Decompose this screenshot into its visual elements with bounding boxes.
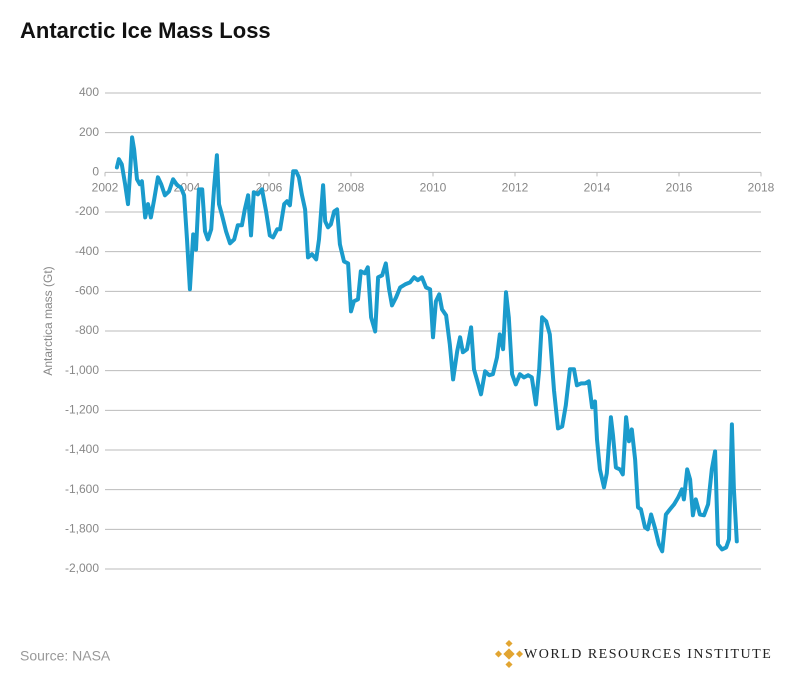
y-tick-label: -1,400 [65, 442, 99, 456]
x-tick-label: 2012 [502, 181, 529, 195]
source: Source: NASA [20, 648, 111, 664]
y-tick-label: -2,000 [65, 561, 99, 575]
x-tick-label: 2002 [92, 181, 119, 195]
chart-title: Antarctic Ice Mass Loss [20, 18, 271, 43]
y-tick-label: 200 [79, 125, 99, 139]
y-tick-label: -800 [75, 323, 99, 337]
publisher: WORLD RESOURCES INSTITUTE [524, 647, 772, 662]
data-line [114, 135, 739, 554]
y-tick-label: -200 [75, 204, 99, 218]
y-tick-label: -400 [75, 244, 99, 258]
y-axis-label: Antarctica mass (Gt) [41, 266, 55, 375]
x-tick-label: 2008 [338, 181, 365, 195]
y-tick-label: 0 [92, 165, 99, 179]
x-tick-label: 2014 [584, 181, 611, 195]
y-tick-label: -1,800 [65, 522, 99, 536]
x-tick-label: 2016 [666, 181, 693, 195]
x-tick-label: 2018 [748, 181, 775, 195]
y-tick-label: -1,200 [65, 403, 99, 417]
y-tick-label: -1,000 [65, 363, 99, 377]
y-tick-label: -600 [75, 284, 99, 298]
publisher-logo-icon [494, 639, 524, 669]
y-tick-label: -1,600 [65, 482, 99, 496]
x-tick-label: 2010 [420, 181, 447, 195]
y-tick-label: 400 [79, 85, 99, 99]
